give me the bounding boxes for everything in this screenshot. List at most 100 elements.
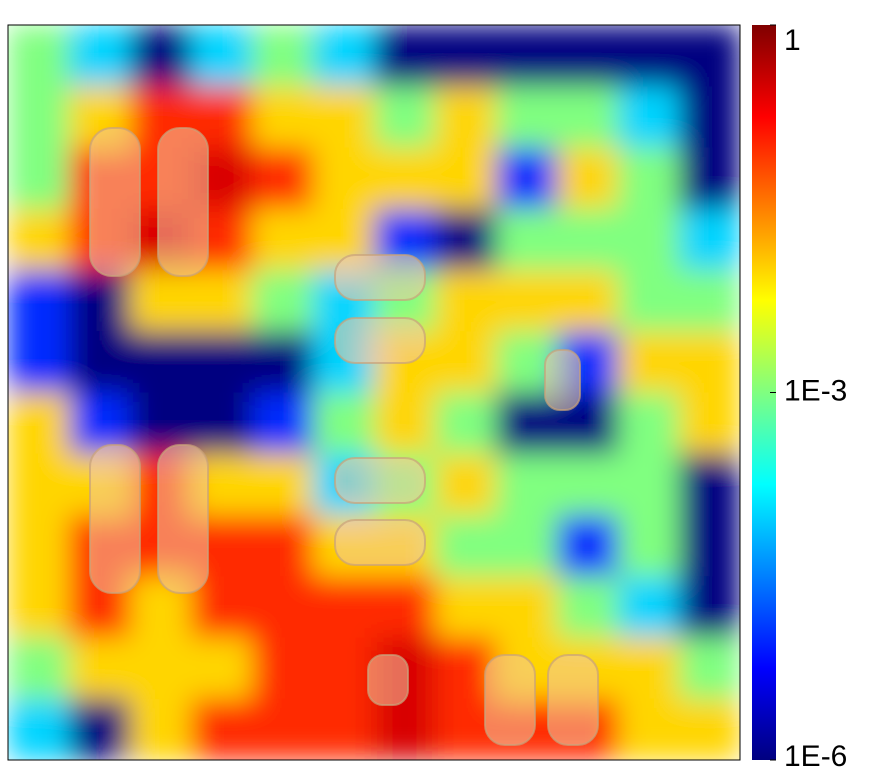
- heatmap-cell: [679, 331, 740, 393]
- heatmap-cell: [557, 515, 619, 577]
- heatmap-cell: [8, 270, 70, 332]
- heatmap-cell: [496, 25, 558, 87]
- heatmap-cell: [557, 25, 619, 87]
- heatmap-cell: [69, 270, 131, 332]
- heatmap-cell: [69, 25, 131, 87]
- heatmap-cell: [8, 698, 70, 760]
- heatmap-cell: [252, 208, 314, 271]
- heatmap-cell: [8, 208, 70, 271]
- figure: [334, 317, 426, 364]
- heatmap-cell: [618, 576, 680, 638]
- heatmap-cell: [679, 453, 740, 516]
- heatmap-cell: [191, 331, 253, 393]
- heatmap-cell: [313, 25, 375, 87]
- heatmap-cell: [313, 147, 375, 210]
- heatmap-field: [8, 25, 740, 760]
- figure: [334, 457, 426, 504]
- heatmap-cell: [374, 576, 436, 638]
- heatmap-cell: [435, 331, 497, 393]
- heatmap-cell: [252, 86, 314, 148]
- figure: [544, 349, 581, 411]
- heatmap-cell: [679, 698, 740, 760]
- heatmap-cell: [130, 698, 192, 760]
- heatmap-cell: [252, 698, 314, 760]
- heatmap-cell: [679, 576, 740, 638]
- heatmap-cell: [69, 637, 131, 700]
- figure: [89, 127, 141, 277]
- figure: [157, 444, 209, 594]
- heatmap-cell: [679, 392, 740, 455]
- heatmap-cell: [496, 515, 558, 577]
- figure: [157, 127, 209, 277]
- heatmap-cell: [8, 515, 70, 577]
- heatmap-cell: [618, 453, 680, 516]
- heatmap-cell: [252, 25, 314, 87]
- heatmap-cell: [374, 86, 436, 148]
- heatmap-cell: [435, 515, 497, 577]
- heatmap-cell: [435, 25, 497, 87]
- heatmap-cell: [313, 698, 375, 760]
- heatmap-cell: [130, 331, 192, 393]
- heatmap-cell: [618, 515, 680, 577]
- heatmap-cell: [618, 25, 680, 87]
- heatmap-cell: [8, 453, 70, 516]
- figure: [89, 444, 141, 594]
- heatmap-cell: [496, 453, 558, 516]
- colorbar-tick-label: 1E-6: [784, 740, 847, 773]
- heatmap-cell: [557, 576, 619, 638]
- heatmap-cell: [435, 392, 497, 455]
- heatmap-cell: [679, 208, 740, 271]
- heatmap-cell: [618, 86, 680, 148]
- heatmap-cell: [252, 331, 314, 393]
- plot-area: [8, 25, 740, 760]
- heatmap-cell: [496, 147, 558, 210]
- colorbar-tick-label: 1E-3: [784, 374, 847, 407]
- heatmap-cell: [618, 270, 680, 332]
- heatmap-cell: [618, 637, 680, 700]
- heatmap-cell: [435, 270, 497, 332]
- heatmap-cell: [374, 147, 436, 210]
- heatmap-cell: [679, 86, 740, 148]
- heatmap-cell: [8, 392, 70, 455]
- heatmap-cell: [557, 453, 619, 516]
- figure: [547, 654, 599, 746]
- heatmap-cell: [69, 698, 131, 760]
- heatmap-cell: [69, 392, 131, 455]
- heatmap-cell: [252, 576, 314, 638]
- figure: [334, 254, 426, 301]
- heatmap-cell: [191, 392, 253, 455]
- heatmap-cell: [618, 208, 680, 271]
- heatmap-cell: [191, 270, 253, 332]
- heatmap-cell: [313, 86, 375, 148]
- heatmap-cell: [191, 637, 253, 700]
- heatmap-cell: [374, 392, 436, 455]
- heatmap-cell: [8, 147, 70, 210]
- heatmap-cell: [252, 637, 314, 700]
- heatmap-cell: [252, 515, 314, 577]
- heatmap-cell: [557, 86, 619, 148]
- heatmap-cell: [374, 698, 436, 760]
- heatmap-cell: [435, 453, 497, 516]
- heatmap-cell: [8, 637, 70, 700]
- heatmap-cell: [435, 576, 497, 638]
- heatmap-cell: [130, 270, 192, 332]
- heatmap-cell: [496, 208, 558, 271]
- heatmap-cell: [679, 270, 740, 332]
- heatmap-cell: [435, 86, 497, 148]
- heatmap-cell: [435, 208, 497, 271]
- heatmap-cell: [679, 25, 740, 87]
- heatmap-cell: [496, 86, 558, 148]
- heatmap-cell: [618, 331, 680, 393]
- heatmap-cell: [8, 331, 70, 393]
- heatmap-cell: [679, 147, 740, 210]
- heatmap-cell: [252, 147, 314, 210]
- heatmap-cell: [8, 576, 70, 638]
- heatmap-cell: [557, 147, 619, 210]
- plot-frame: [7, 24, 741, 761]
- heatmap-cell: [618, 147, 680, 210]
- heatmap-cell: [435, 147, 497, 210]
- heatmap-cell: [130, 392, 192, 455]
- heatmap-cell: [130, 25, 192, 87]
- heatmap-cell: [618, 698, 680, 760]
- heatmap-cell: [557, 270, 619, 332]
